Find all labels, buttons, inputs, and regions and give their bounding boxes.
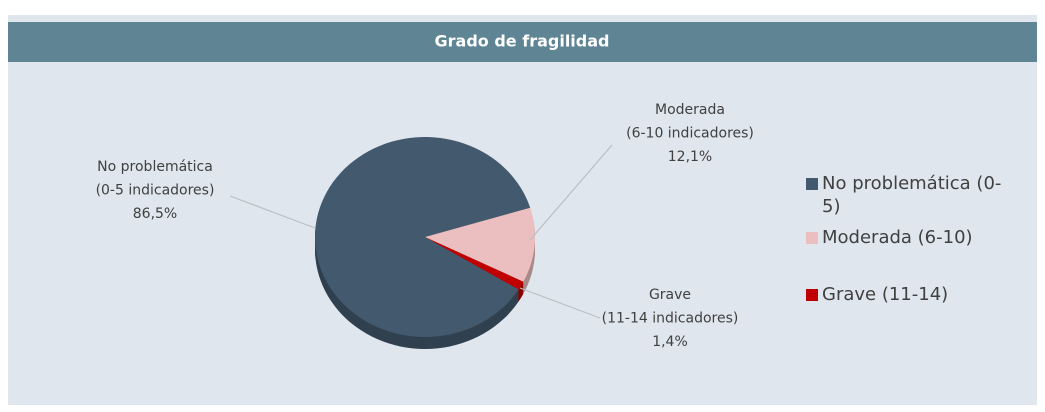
data-label: (11-14 indicadores) [602, 311, 739, 327]
data-label: (0-5 indicadores) [96, 183, 215, 199]
data-label: No problemática [97, 159, 213, 175]
legend-item: No problemática (0-5) [806, 172, 1006, 218]
data-label: Moderada [655, 102, 725, 118]
chart-title: Grado de fragilidad [435, 32, 610, 51]
legend-swatch [806, 289, 818, 301]
legend-item: Grave (11-14) [806, 283, 1006, 306]
legend-label: Moderada (6-10) [822, 227, 973, 248]
data-label: (6-10 indicadores) [626, 126, 754, 142]
leader-line [519, 287, 601, 319]
data-label-value: 1,4% [652, 334, 688, 350]
leader-line [229, 195, 316, 229]
leader-line [529, 144, 613, 241]
data-label-value: 86,5% [133, 206, 177, 222]
data-label-value: 12,1% [668, 149, 712, 165]
legend-item: Moderada (6-10) [806, 226, 1006, 249]
slice [314, 136, 531, 337]
legend: No problemática (0-5) Moderada (6-10) Grav… [806, 172, 1006, 306]
legend-label: No problemática (0-5) [822, 173, 1002, 217]
header-bar [8, 22, 1037, 62]
legend-label: Grave (11-14) [822, 284, 949, 305]
legend-swatch [806, 232, 818, 244]
slice [425, 207, 535, 282]
data-label: Grave [649, 287, 691, 303]
legend-swatch [806, 178, 818, 190]
slice [425, 237, 524, 290]
